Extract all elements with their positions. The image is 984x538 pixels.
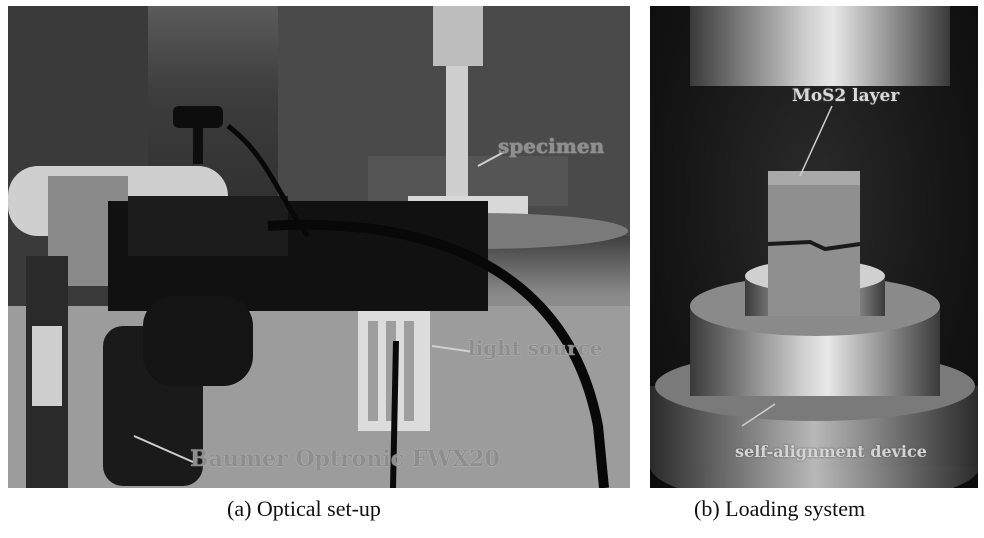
specimen-rod [446, 66, 468, 196]
optical-setup-illustration [8, 6, 630, 488]
loading-system-illustration [650, 6, 978, 488]
camera-label: Baumer Optronic FWX20 [190, 446, 500, 472]
upper-grip [690, 6, 950, 86]
mos2-layer-label: MoS2 layer [792, 86, 900, 106]
optical-setup-photo [8, 6, 630, 488]
light-source-label: light source [468, 336, 603, 360]
caption-optical-setup: (a) Optical set-up [227, 496, 381, 521]
self-alignment-label: self-alignment device [735, 442, 927, 461]
caption-loading-system: (b) Loading system [694, 496, 866, 521]
specimen-label: specimen [498, 134, 605, 158]
loading-system-photo [650, 6, 978, 488]
